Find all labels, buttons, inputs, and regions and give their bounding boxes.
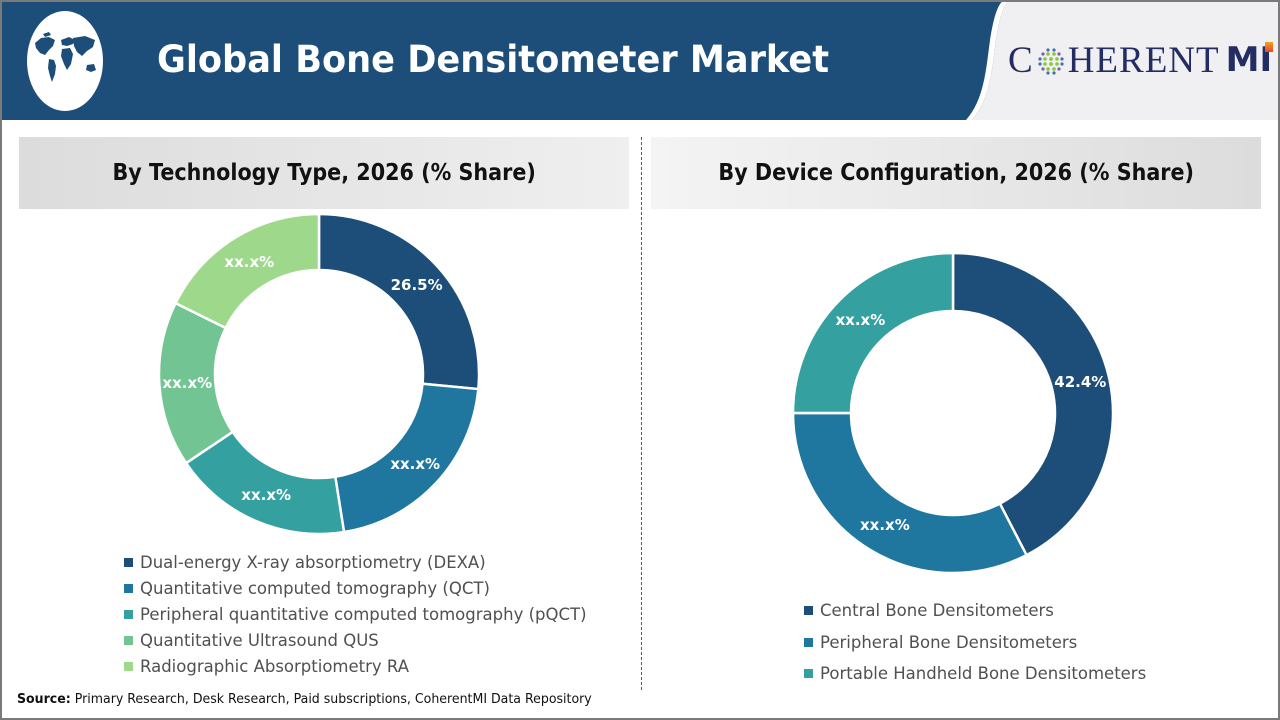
legend-swatch-icon xyxy=(804,606,813,616)
legend-swatch-icon xyxy=(124,583,133,593)
device-configuration-legend: Central Bone Densitometers Peripheral Bon… xyxy=(804,595,1146,690)
brand-mi: MI xyxy=(1225,40,1274,80)
left-panel-title: By Technology Type, 2026 (% Share) xyxy=(19,137,629,209)
legend-item-radiographic-absorptiometry-ra: Radiographic Absorptiometry RA xyxy=(124,654,587,680)
legend-swatch-icon xyxy=(124,636,133,646)
brand-dots-icon xyxy=(1038,48,1064,75)
page-title: Global Bone Densitometer Market xyxy=(157,38,830,81)
legend-item-portable-handheld-bone-densitometers: Portable Handheld Bone Densitometers xyxy=(804,658,1146,690)
donut-segment-radiographic-absorptiometry-ra xyxy=(173,212,321,330)
brand-mi-text: MI xyxy=(1225,40,1273,80)
legend-label: Quantitative Ultrasound QUS xyxy=(140,631,379,651)
source-note: Source: Primary Research, Desk Research,… xyxy=(17,691,592,707)
legend-label: Peripheral quantitative computed tomogra… xyxy=(140,604,587,624)
legend-label: Dual-energy X-ray absorptiometry (DEXA) xyxy=(140,552,486,572)
device-configuration-donut-chart: 42.4% xx.x% xx.x% xyxy=(791,251,1115,575)
legend-label: Radiographic Absorptiometry RA xyxy=(140,657,409,677)
donut-label-quantitative-computed-tomography-qct: xx.x% xyxy=(390,455,441,474)
source-text: Primary Research, Desk Research, Paid su… xyxy=(70,691,592,707)
legend-label: Quantitative computed tomography (QCT) xyxy=(140,578,490,598)
legend-swatch-icon xyxy=(124,557,133,567)
donut-segment-peripheral-bone-densitometers xyxy=(791,411,1029,575)
legend-label: Portable Handheld Bone Densitometers xyxy=(820,664,1147,684)
donut-segment-central-bone-densitometers xyxy=(951,251,1115,557)
globe-icon xyxy=(27,11,103,111)
panel-divider xyxy=(641,137,642,690)
legend-label: Central Bone Densitometers xyxy=(820,601,1054,621)
donut-svg xyxy=(157,212,481,536)
legend-item-quantitative-ultrasound-qus: Quantitative Ultrasound QUS xyxy=(124,628,587,654)
donut-label-portable-handheld-bone-densitometers: xx.x% xyxy=(835,311,886,330)
left-panel-title-text: By Technology Type, 2026 (% Share) xyxy=(112,160,536,186)
coherentmi-logo: C HERENT MI xyxy=(1008,39,1274,81)
donut-label-quantitative-ultrasound-qus: xx.x% xyxy=(162,373,213,392)
source-label: Source: xyxy=(17,691,71,707)
donut-segment-portable-handheld-bone-densitometers xyxy=(791,251,955,415)
logo-panel-shape xyxy=(966,0,1280,120)
donut-label-central-bone-densitometers: 42.4% xyxy=(1054,373,1107,392)
brand-prefix: C xyxy=(1008,39,1034,81)
donut-label-dual-energy-x-ray-absorptiometry-dexa: 26.5% xyxy=(390,276,443,295)
legend-item-quantitative-computed-tomography-qct: Quantitative computed tomography (QCT) xyxy=(124,575,587,601)
legend-swatch-icon xyxy=(124,609,133,619)
technology-type-legend: Dual-energy X-ray absorptiometry (DEXA) Q… xyxy=(124,549,587,680)
legend-item-peripheral-quantitative-computed-tomography-pqct: Peripheral quantitative computed tomogra… xyxy=(124,601,587,627)
donut-svg xyxy=(791,251,1115,575)
legend-swatch-icon xyxy=(804,637,813,647)
legend-item-peripheral-bone-densitometers: Peripheral Bone Densitometers xyxy=(804,627,1146,659)
legend-item-dual-energy-x-ray-absorptiometry-dexa: Dual-energy X-ray absorptiometry (DEXA) xyxy=(124,549,587,575)
right-panel-title: By Device Configuration, 2026 (% Share) xyxy=(651,137,1261,209)
donut-label-peripheral-quantitative-computed-tomography-pqct: xx.x% xyxy=(241,485,292,504)
technology-type-donut-chart: 26.5% xx.x% xx.x% xx.x% xx.x% xyxy=(157,212,481,536)
donut-label-peripheral-bone-densitometers: xx.x% xyxy=(860,515,910,534)
legend-swatch-icon xyxy=(804,669,813,679)
brand-accent-bar xyxy=(1265,42,1274,52)
legend-item-central-bone-densitometers: Central Bone Densitometers xyxy=(804,595,1146,627)
donut-label-radiographic-absorptiometry-ra: xx.x% xyxy=(224,252,275,271)
legend-swatch-icon xyxy=(124,662,133,672)
header-banner: Global Bone Densitometer Market C HERENT… xyxy=(0,0,1280,120)
legend-label: Peripheral Bone Densitometers xyxy=(820,632,1078,652)
brand-suffix: HERENT xyxy=(1067,39,1220,81)
donut-segment-dual-energy-x-ray-absorptiometry-dexa xyxy=(317,212,481,391)
right-panel-title-text: By Device Configuration, 2026 (% Share) xyxy=(718,160,1194,186)
